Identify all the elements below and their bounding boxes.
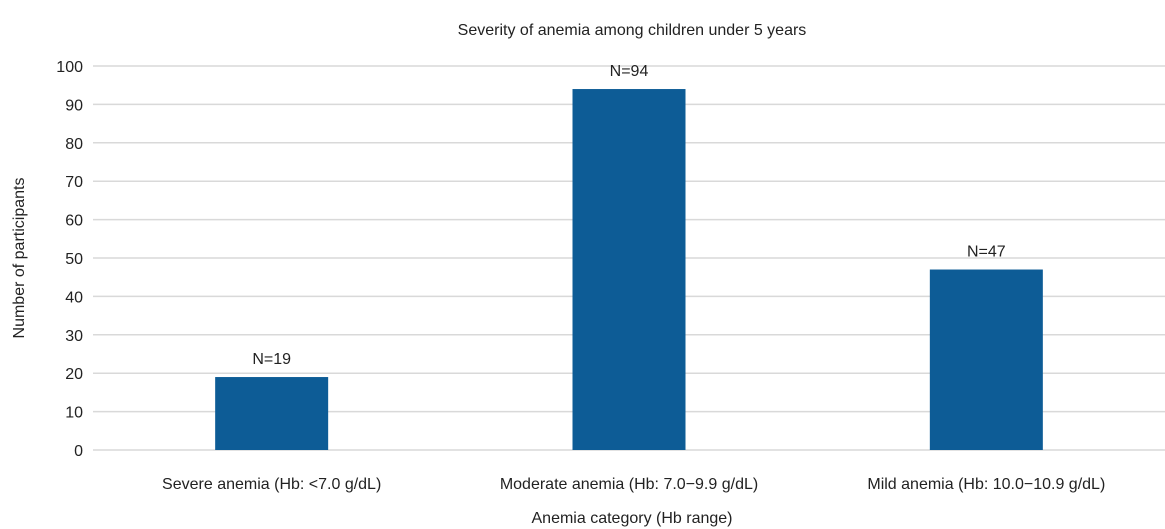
- y-axis-ticks: 0 10 20 30 40 50 60 70 80 90 100: [56, 59, 83, 460]
- y-tick-label: 50: [65, 251, 83, 268]
- y-tick-label: 90: [65, 97, 83, 114]
- y-tick-label: 30: [65, 328, 83, 345]
- y-tick-label: 40: [65, 289, 83, 306]
- y-tick-label: 20: [65, 366, 83, 383]
- y-tick-label: 100: [56, 59, 83, 76]
- y-tick-label: 60: [65, 213, 83, 230]
- y-tick-label: 80: [65, 136, 83, 153]
- x-category-label-2: Moderate anemia (Hb: 7.0−9.9 g/dL): [500, 476, 758, 493]
- y-tick-label: 0: [74, 443, 83, 460]
- data-label-3: N=47: [967, 244, 1006, 261]
- data-label-2: N=94: [610, 63, 649, 80]
- chart-title: Severity of anemia among children under …: [458, 22, 807, 39]
- data-labels: N=19 N=94 N=47: [252, 63, 1005, 368]
- x-category-label-3: Mild anemia (Hb: 10.0−10.9 g/dL): [867, 476, 1105, 493]
- bars: [215, 89, 1043, 450]
- y-tick-label: 10: [65, 405, 83, 422]
- x-axis-title: Anemia category (Hb range): [532, 510, 733, 527]
- y-axis-title: Number of participants: [11, 178, 28, 339]
- data-label-1: N=19: [252, 351, 291, 368]
- bar-2: [572, 89, 686, 450]
- x-category-label-1: Severe anemia (Hb: <7.0 g/dL): [162, 476, 381, 493]
- bar-3: [929, 269, 1043, 450]
- y-tick-label: 70: [65, 174, 83, 191]
- x-axis-categories: Severe anemia (Hb: <7.0 g/dL) Moderate an…: [162, 476, 1105, 493]
- bar-1: [215, 377, 329, 450]
